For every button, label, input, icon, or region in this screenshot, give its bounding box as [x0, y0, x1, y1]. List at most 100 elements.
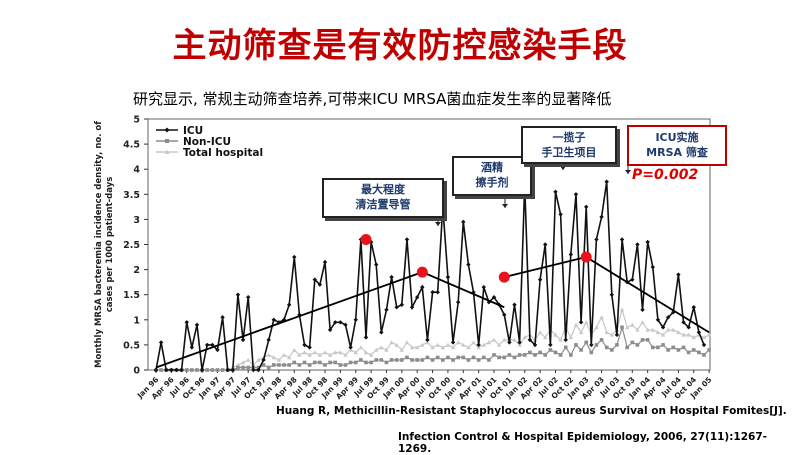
data-point-icu: [409, 305, 415, 310]
callout-icu-screening: ICU实施 MRSA 筛查: [627, 125, 727, 166]
data-point-total-hospital: [302, 350, 307, 355]
red-marker: [360, 233, 372, 245]
data-point-non-icu: [528, 350, 532, 355]
data-point-non-icu: [615, 343, 619, 347]
data-point-total-hospital: [676, 330, 681, 335]
data-point-icu: [655, 317, 661, 322]
data-point-total-hospital: [312, 350, 317, 355]
data-point-non-icu: [343, 363, 348, 367]
y-tick-label: 4.5: [123, 140, 140, 151]
data-point-non-icu: [610, 348, 614, 352]
data-point-total-hospital: [245, 357, 251, 362]
data-point-total-hospital: [624, 325, 630, 330]
data-point-non-icu: [307, 363, 312, 367]
data-point-non-icu: [589, 350, 594, 355]
data-point-icu: [389, 274, 394, 280]
data-point-non-icu: [507, 353, 512, 357]
data-point-total-hospital: [440, 345, 446, 350]
data-point-icu: [604, 179, 609, 184]
trend-line: [155, 271, 423, 369]
data-point-total-hospital: [409, 345, 415, 350]
data-point-total-hospital: [338, 350, 343, 355]
y-tick-label: 2.5: [123, 240, 140, 251]
data-point-icu: [558, 212, 563, 217]
data-point-non-icu: [210, 368, 215, 372]
red-marker: [498, 271, 510, 283]
data-point-non-icu: [553, 350, 558, 355]
data-point-total-hospital: [455, 340, 461, 345]
data-point-icu: [363, 335, 369, 340]
data-point-non-icu: [543, 353, 548, 357]
data-point-total-hospital: [384, 347, 389, 352]
data-point-icu: [420, 284, 425, 290]
data-point-icu: [174, 367, 179, 373]
data-point-non-icu: [697, 350, 701, 355]
data-point-total-hospital: [553, 332, 558, 337]
data-point-non-icu: [707, 348, 711, 352]
data-point-total-hospital: [292, 347, 297, 352]
data-point-icu: [476, 342, 481, 348]
y-tick-label: 3: [133, 215, 140, 226]
trend-line: [421, 271, 505, 309]
data-point-non-icu: [451, 358, 455, 362]
data-point-total-hospital: [358, 345, 364, 350]
data-point-icu: [425, 337, 430, 343]
callout-text: 酒精 擦手剂: [475, 161, 509, 189]
data-point-icu: [225, 367, 230, 373]
data-point-total-hospital: [348, 347, 353, 352]
data-point-non-icu: [205, 368, 210, 372]
citation-line-1: Huang R, Methicillin-Resistant Staphyloc…: [276, 405, 787, 417]
data-point-total-hospital: [701, 335, 707, 340]
data-point-total-hospital: [481, 342, 486, 347]
data-point-icu: [194, 322, 200, 328]
data-point-non-icu: [277, 363, 281, 367]
data-point-total-hospital: [558, 337, 563, 342]
data-point-non-icu: [599, 338, 604, 342]
data-point-icu: [276, 320, 282, 325]
data-point-total-hospital: [363, 350, 369, 355]
data-point-icu: [245, 295, 251, 300]
legend-label: Total hospital: [183, 147, 263, 159]
data-point-non-icu: [502, 355, 507, 360]
data-point-non-icu: [497, 355, 501, 360]
data-point-icu: [374, 262, 379, 267]
data-point-icu: [450, 340, 456, 345]
data-point-total-hospital: [379, 345, 384, 350]
data-point-icu: [333, 320, 338, 325]
data-point-non-icu: [681, 345, 686, 350]
data-point-total-hospital: [333, 350, 338, 355]
data-point-total-hospital: [619, 307, 625, 312]
page-subtitle: 研究显示, 常规主动筛查培养,可带来ICU MRSA菌血症发生率的显著降低: [133, 90, 612, 108]
data-point-non-icu: [563, 345, 568, 350]
data-point-total-hospital: [353, 350, 358, 355]
data-point-total-hospital: [368, 352, 374, 357]
data-point-total-hospital: [286, 355, 292, 360]
data-point-total-hospital: [317, 352, 323, 357]
data-point-total-hospital: [686, 332, 691, 337]
legend-marker: [164, 149, 170, 154]
data-point-total-hospital: [671, 327, 676, 332]
data-point-total-hospital: [537, 330, 543, 335]
data-point-total-hospital: [266, 352, 271, 357]
data-point-non-icu: [425, 355, 430, 360]
data-point-total-hospital: [466, 345, 471, 350]
data-point-icu: [353, 317, 358, 322]
data-point-non-icu: [394, 358, 399, 362]
data-point-non-icu: [328, 360, 332, 365]
data-point-icu: [691, 305, 696, 310]
data-point-non-icu: [686, 350, 691, 355]
legend-marker: [165, 139, 169, 143]
data-point-total-hospital: [430, 345, 435, 350]
data-point-icu: [169, 367, 174, 373]
data-point-non-icu: [410, 358, 414, 362]
data-point-non-icu: [271, 363, 276, 367]
data-point-icu: [292, 254, 297, 260]
data-point-non-icu: [184, 368, 189, 372]
data-point-total-hospital: [660, 332, 666, 337]
data-point-non-icu: [456, 355, 460, 360]
data-point-non-icu: [538, 350, 542, 355]
data-point-total-hospital: [425, 340, 430, 345]
data-point-non-icu: [676, 348, 681, 352]
data-point-total-hospital: [584, 320, 589, 325]
data-point-icu: [399, 302, 405, 307]
